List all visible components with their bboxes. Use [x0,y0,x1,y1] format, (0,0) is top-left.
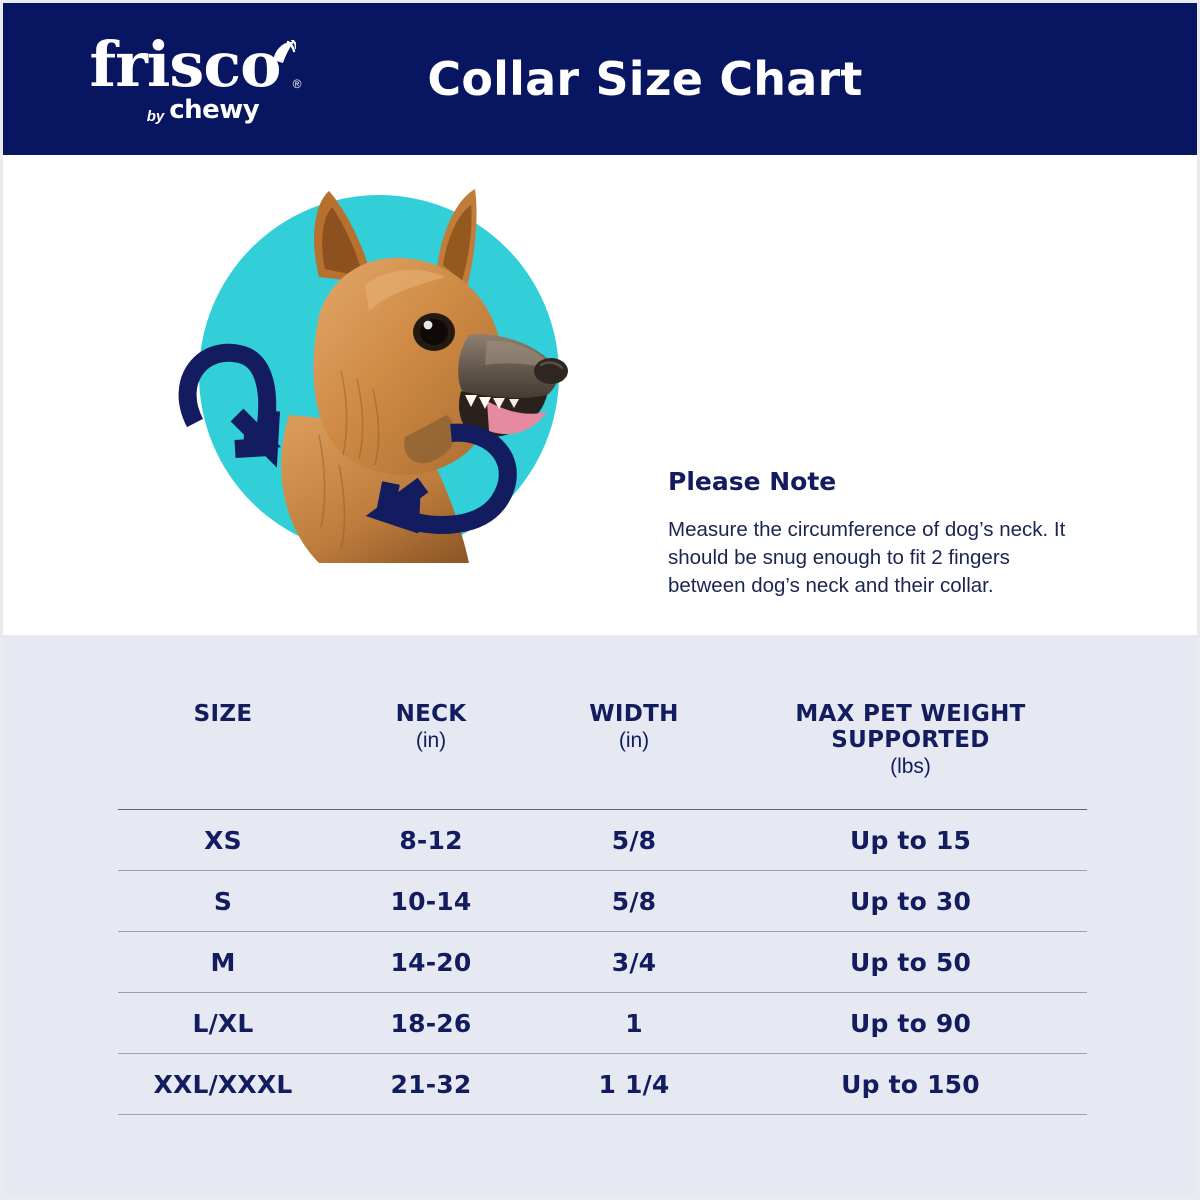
column-header-max-pet-weight-label: MAX PET WEIGHT SUPPORTED [795,701,1026,753]
cell-neck: 14-20 [328,931,534,993]
cell-neck: 21-32 [328,1053,534,1115]
column-header-size: SIZE [118,701,328,810]
cell-neck: 8-12 [328,809,534,871]
frisco-by-chewy-logo: frisco ® by chewy [65,33,305,128]
column-header-neck-unit: (in) [415,729,447,752]
illustration-band: NECK Please Note Measure the circumferen… [3,155,1197,734]
column-header-max-pet-weight: MAX PET WEIGHT SUPPORTED (lbs) [734,701,1087,810]
cell-neck: 10-14 [328,870,534,932]
table-row: XXL/XXXL 21-32 1 1/4 Up to 150 [118,1053,1087,1115]
collar-size-table: SIZE NECK (in) WIDTH (in) MAX PET WEIGHT… [118,701,1087,1115]
cell-width: 5/8 [534,870,734,932]
logo-by-text: by [146,108,165,126]
cell-weight: Up to 90 [734,992,1087,1054]
registered-trademark-mark: ® [292,77,302,92]
page-title: Collar Size Chart [427,52,863,106]
column-header-width: WIDTH (in) [534,701,734,810]
column-header-neck: NECK (in) [328,701,534,810]
cell-size: XS [118,809,328,871]
column-header-neck-label: NECK [395,701,467,727]
cell-weight: Up to 15 [734,809,1087,871]
cell-width: 1 1/4 [534,1053,734,1115]
table-row: XS 8-12 5/8 Up to 15 [118,809,1087,871]
please-note-block: Please Note Measure the circumference of… [668,467,1088,600]
cell-weight: Up to 150 [734,1053,1087,1115]
column-header-size-label: SIZE [193,701,253,727]
logo-sub-line: by chewy [147,95,260,125]
note-body-text: Measure the circumference of dog’s neck.… [668,518,1066,598]
column-header-width-label: WIDTH [589,701,679,727]
dog-neck-illustration [178,189,568,563]
cell-neck: 18-26 [328,992,534,1054]
table-row: S 10-14 5/8 Up to 30 [118,870,1087,932]
table-row: M 14-20 3/4 Up to 50 [118,931,1087,993]
cell-size: L/XL [118,992,328,1054]
column-header-width-unit: (in) [618,729,650,752]
table-row: L/XL 18-26 1 Up to 90 [118,992,1087,1054]
cell-width: 1 [534,992,734,1054]
cell-size: S [118,870,328,932]
frisco-wordmark: frisco ® [90,33,302,95]
chewy-wordmark: chewy [169,95,260,126]
column-header-max-pet-weight-unit: (lbs) [890,755,931,778]
dog-head-photo-illustration [281,189,568,563]
cell-size: M [118,931,328,993]
neck-measurement-arrows [178,343,517,534]
note-title: Please Note [668,467,837,496]
table-header-row: SIZE NECK (in) WIDTH (in) MAX PET WEIGHT… [118,701,1087,810]
dog-ear-flourish-icon [273,39,297,63]
size-table-section: SIZE NECK (in) WIDTH (in) MAX PET WEIGHT… [3,635,1197,1197]
cell-size: XXL/XXXL [118,1053,328,1115]
page-header: frisco ® by chewy Collar Size Chart [3,3,1197,155]
cell-width: 5/8 [534,809,734,871]
frisco-wordmark-text: frisco [89,27,282,101]
cell-weight: Up to 50 [734,931,1087,993]
cell-width: 3/4 [534,931,734,993]
cell-weight: Up to 30 [734,870,1087,932]
